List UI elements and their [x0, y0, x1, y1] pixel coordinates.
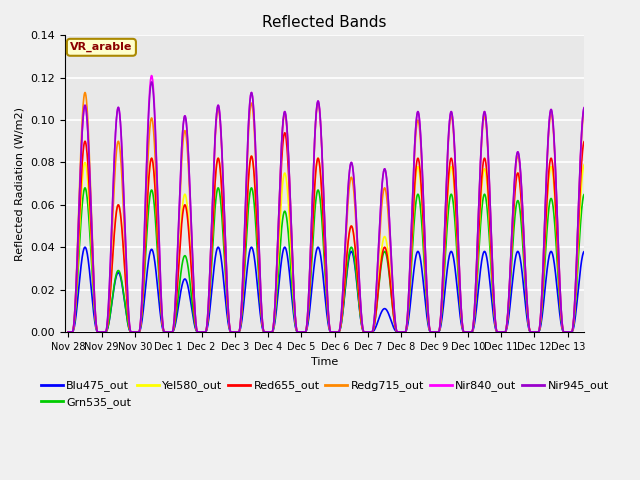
Nir840_out — [118, 139, 125, 145]
Nir945_out — [590, 291, 598, 297]
Red655_out — [597, 329, 605, 335]
Yel580_out — [367, 329, 374, 335]
Nir840_out — [367, 329, 374, 335]
Nir840_out — [495, 329, 503, 335]
Blu475_out — [367, 329, 374, 335]
Redg715_out — [495, 329, 503, 335]
Redg715_out — [367, 329, 374, 335]
Nir945_out — [495, 329, 503, 335]
Nir840_out — [233, 329, 241, 335]
Yel580_out — [65, 329, 72, 335]
Red655_out — [367, 329, 374, 335]
Grn535_out — [525, 325, 533, 331]
Line: Red655_out: Red655_out — [68, 133, 601, 332]
Nir945_out — [65, 329, 72, 335]
Red655_out — [525, 324, 533, 330]
Red655_out — [65, 329, 72, 335]
Red655_out — [590, 297, 598, 303]
Line: Grn535_out: Grn535_out — [68, 188, 601, 332]
Line: Nir840_out: Nir840_out — [68, 75, 601, 332]
Line: Redg715_out: Redg715_out — [68, 93, 601, 332]
Nir945_out — [233, 329, 241, 335]
Blu475_out — [118, 280, 125, 286]
Red655_out — [233, 329, 241, 335]
Nir840_out — [148, 72, 156, 78]
Nir945_out — [525, 324, 533, 330]
Grn535_out — [233, 329, 241, 335]
Redg715_out — [118, 172, 125, 178]
Line: Yel580_out: Yel580_out — [68, 156, 601, 332]
Nir945_out — [148, 79, 156, 85]
Line: Nir945_out: Nir945_out — [68, 82, 601, 332]
Red655_out — [281, 130, 289, 136]
Redg715_out — [590, 292, 598, 298]
Yel580_out — [248, 153, 255, 159]
Grn535_out — [81, 185, 89, 191]
Grn535_out — [118, 278, 125, 284]
Blu475_out — [525, 327, 533, 333]
Redg715_out — [525, 324, 533, 330]
X-axis label: Time: Time — [311, 357, 339, 367]
Blu475_out — [495, 329, 503, 335]
Grn535_out — [597, 329, 605, 335]
Yel580_out — [495, 329, 503, 335]
Line: Blu475_out: Blu475_out — [68, 247, 601, 332]
Blu475_out — [597, 329, 605, 335]
Nir945_out — [597, 329, 605, 335]
Yel580_out — [590, 301, 598, 307]
Grn535_out — [495, 329, 503, 335]
Grn535_out — [65, 329, 72, 335]
Yel580_out — [118, 222, 125, 228]
Redg715_out — [597, 329, 605, 335]
Y-axis label: Reflected Radiation (W/m2): Reflected Radiation (W/m2) — [15, 107, 25, 261]
Title: Reflected Bands: Reflected Bands — [262, 15, 387, 30]
Red655_out — [495, 329, 503, 335]
Nir840_out — [65, 329, 72, 335]
Redg715_out — [65, 329, 72, 335]
Nir840_out — [590, 291, 598, 297]
Grn535_out — [367, 329, 374, 335]
Blu475_out — [65, 329, 72, 335]
Blu475_out — [590, 315, 598, 321]
Nir945_out — [367, 329, 374, 335]
Nir945_out — [118, 139, 125, 145]
Redg715_out — [233, 329, 241, 335]
Yel580_out — [597, 329, 605, 335]
Blu475_out — [233, 329, 241, 335]
Blu475_out — [81, 244, 89, 250]
Yel580_out — [525, 324, 533, 330]
Yel580_out — [233, 329, 241, 335]
Red655_out — [118, 222, 125, 228]
Grn535_out — [590, 306, 598, 312]
Text: VR_arable: VR_arable — [70, 42, 132, 52]
Nir840_out — [597, 329, 605, 335]
Nir840_out — [525, 324, 533, 330]
Redg715_out — [81, 90, 89, 96]
Legend: Blu475_out, Grn535_out, Yel580_out, Red655_out, Redg715_out, Nir840_out, Nir945_: Blu475_out, Grn535_out, Yel580_out, Red6… — [36, 376, 613, 412]
